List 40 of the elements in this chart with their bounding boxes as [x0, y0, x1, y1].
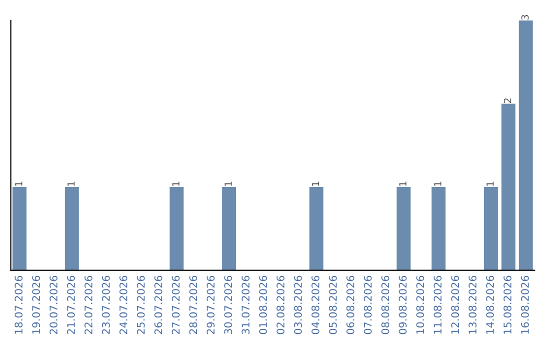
- x-tick-label: 14.08.2026: [486, 276, 494, 334]
- x-tick-label: 30.07.2026: [224, 276, 232, 334]
- x-tick-label: 25.07.2026: [136, 276, 145, 334]
- x-tick-label: 26.07.2026: [154, 276, 162, 334]
- x-tick-label: 31.07.2026: [242, 276, 250, 334]
- data-label: 1: [172, 182, 180, 186]
- data-label: 1: [486, 182, 494, 186]
- x-tick-label: 05.08.2026: [328, 276, 337, 334]
- x-tick-label: 18.07.2026: [14, 276, 23, 334]
- x-tick-label: 22.07.2026: [84, 276, 92, 334]
- x-tick-label: 10.08.2026: [416, 276, 424, 334]
- x-tick-label: 19.07.2026: [32, 276, 40, 334]
- data-label: 1: [399, 182, 406, 186]
- x-tick-label: 03.08.2026: [294, 276, 302, 334]
- x-tick-label: 11.08.2026: [434, 276, 442, 334]
- x-tick-label: 21.07.2026: [67, 276, 75, 334]
- x-tick-label: 20.07.2026: [50, 276, 58, 334]
- x-tick-label: 13.08.2026: [468, 276, 477, 334]
- data-label: 1: [15, 182, 22, 186]
- data-label: 2: [504, 98, 512, 103]
- x-tick-label: 02.08.2026: [276, 276, 284, 334]
- x-tick-label: 01.08.2026: [259, 276, 267, 334]
- x-tick-label: 06.08.2026: [346, 276, 354, 334]
- x-tick-label: 09.08.2026: [398, 276, 407, 334]
- data-label: 1: [434, 182, 442, 186]
- data-label: 3: [521, 14, 529, 20]
- x-tick-label: 28.07.2026: [189, 276, 198, 334]
- x-tick-label: 27.07.2026: [172, 276, 180, 334]
- x-tick-label: 08.08.2026: [381, 276, 390, 334]
- data-label: 1: [224, 182, 232, 186]
- x-tick-label: 04.08.2026: [311, 276, 320, 334]
- x-tick-label: 29.07.2026: [206, 276, 215, 334]
- data-label: 1: [68, 182, 75, 186]
- x-tick-label: 12.08.2026: [451, 276, 460, 334]
- x-tick-label: 16.08.2026: [521, 276, 529, 334]
- x-tick-label: 15.08.2026: [504, 276, 512, 334]
- x-tick-label: 24.07.2026: [119, 276, 128, 334]
- x-tick-label: 23.07.2026: [102, 276, 110, 334]
- data-label: 1: [312, 182, 320, 186]
- x-tick-label: 07.08.2026: [364, 276, 372, 334]
